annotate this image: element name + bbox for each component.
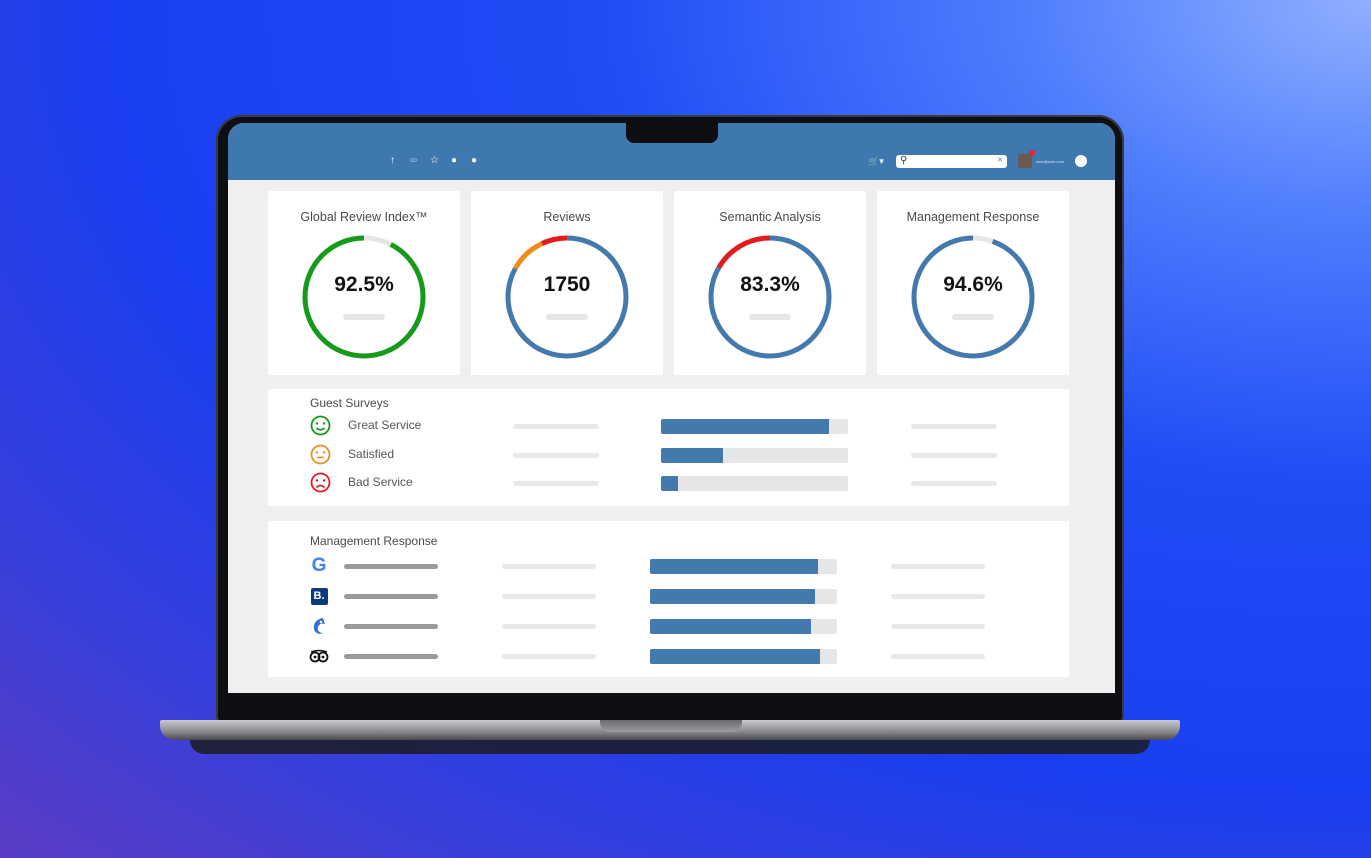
source-name-placeholder [344,564,438,569]
search-input[interactable]: ⚲ ✕ [896,155,1007,168]
management-response-title: Management Response [310,534,438,548]
text-placeholder [891,564,985,569]
kpi-card[interactable]: Semantic Analysis 83.3% [674,191,866,375]
kpi-card[interactable]: Reviews 1750 [471,191,663,375]
survey-bar [661,419,848,434]
gauge-ring [911,235,1035,359]
gauge-ring [302,235,426,359]
response-bar [650,649,837,664]
link-icon[interactable]: ∞ [410,155,418,166]
user-email: user@user.com [1036,159,1065,164]
gauge-segment [708,235,832,359]
expedia-logo-icon [309,616,329,636]
text-placeholder [513,453,599,458]
survey-label: Bad Service [348,475,413,489]
cart-icon[interactable]: 🛒▾ [868,156,884,166]
text-placeholder [513,424,599,429]
kpi-subtext-placeholder [343,314,385,320]
survey-bar [661,448,848,463]
frown-icon [310,472,331,498]
text-placeholder [502,624,596,629]
survey-bar-fill [661,448,723,463]
camera-notch [626,123,718,143]
kpi-card[interactable]: Management Response 94.6% [877,191,1069,375]
response-bar-fill [650,589,815,604]
laptop-base-notch [600,720,742,732]
text-placeholder [513,481,599,486]
response-bar [650,619,837,634]
survey-label: Great Service [348,418,422,432]
gauge-ring [505,235,629,359]
kpi-title: Global Review Index™ [300,210,428,224]
response-bar-fill [650,619,811,634]
management-response-card: Management Response G B. [268,521,1069,677]
clear-search-icon[interactable]: ✕ [997,157,1003,164]
response-bar-fill [650,559,819,574]
response-bar-fill [650,649,821,664]
user-menu-button[interactable] [1075,155,1087,167]
kpi-value: 92.5% [334,273,394,296]
booking-logo-icon: B. [309,586,329,606]
gauge-segment [505,235,629,359]
source-name-placeholder [344,594,438,599]
survey-bar-fill [661,476,678,491]
source-name-placeholder [344,654,438,659]
gauge-segment [302,235,426,359]
kpi-subtext-placeholder [952,314,994,320]
neutral-face-icon [310,444,331,470]
text-placeholder [502,564,596,569]
google-logo-icon: G [311,555,327,576]
text-placeholder [891,594,985,599]
response-bar [650,559,837,574]
text-placeholder [891,624,985,629]
star-icon[interactable]: ☆ [430,155,439,166]
kpi-title: Management Response [906,210,1040,224]
search-icon: ⚲ [900,155,908,166]
kpi-value: 94.6% [943,273,1003,296]
kpi-card[interactable]: Global Review Index™ 92.5% [268,191,460,375]
response-bar [650,589,837,604]
text-placeholder [911,481,997,486]
smile-icon [310,415,331,441]
tripadvisor-logo-icon [309,646,329,666]
kpi-subtext-placeholder [749,314,791,320]
kpi-title: Semantic Analysis [719,210,821,224]
text-placeholder [911,424,997,429]
source-name-placeholder [344,624,438,629]
kpi-value: 83.3% [740,273,800,296]
kpi-subtext-placeholder [546,314,588,320]
dashboard-screen: ↑ ∞ ☆ ● ● 🛒▾ ⚲ ✕ user@user.com Global Re… [228,123,1115,693]
gauge-ring [708,235,832,359]
notification-badge [1029,150,1035,156]
info-icon[interactable]: ● [471,155,478,166]
laptop-base-shadow [190,740,1150,754]
survey-bar-fill [661,419,830,434]
survey-bar [661,476,848,491]
upload-icon[interactable]: ↑ [390,155,395,166]
gauge-segment [911,235,1035,359]
guest-surveys-card: Guest Surveys Great Service Satisfied Bad … [268,389,1069,506]
bell-icon[interactable]: ● [451,155,458,166]
avatar[interactable] [1018,154,1032,168]
guest-surveys-title: Guest Surveys [310,396,389,410]
text-placeholder [911,453,997,458]
text-placeholder [891,654,985,659]
text-placeholder [502,594,596,599]
survey-label: Satisfied [348,447,395,461]
kpi-title: Reviews [543,210,591,224]
text-placeholder [502,654,596,659]
kpi-value: 1750 [543,273,591,296]
